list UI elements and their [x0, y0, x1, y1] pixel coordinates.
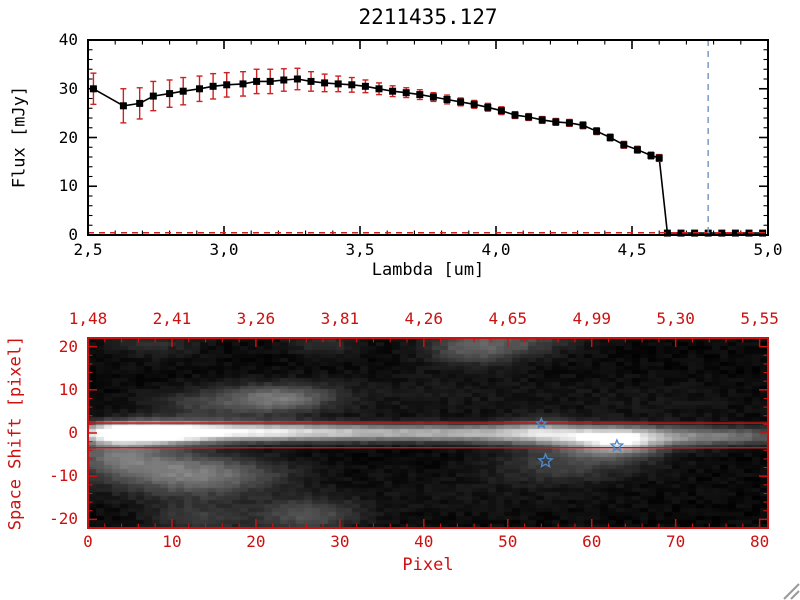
wavelength-axis-label: 5,55	[740, 309, 779, 328]
wavelength-axis-label: 4,65	[488, 309, 528, 328]
bottom-x-tick-label: 20	[246, 532, 266, 551]
top-y-tick-label: 10	[58, 176, 78, 196]
top-y-tick-label: 20	[58, 127, 78, 147]
top-y-tick-label: 40	[58, 30, 78, 49]
bottom-xaxis-label: Pixel	[402, 555, 454, 575]
spectral-image-heatmap	[88, 338, 768, 528]
bottom-y-tick-label: 0	[68, 423, 78, 442]
wavelength-axis-label: 3,81	[320, 309, 360, 328]
bottom-x-tick-label: 70	[666, 532, 686, 551]
top-plot-frame	[87, 39, 769, 236]
top-x-tick-label: 4,0	[481, 240, 511, 259]
flux-spectrum-plot	[87, 39, 769, 237]
top-x-tick-label: 5,0	[753, 240, 783, 259]
wavelength-axis-label: 4,99	[572, 309, 611, 328]
wavelength-axis-label: 4,26	[404, 309, 444, 328]
bottom-y-tick-label: -10	[49, 466, 78, 486]
bottom-x-tick-label: 30	[330, 532, 350, 551]
bottom-x-tick-label: 80	[749, 532, 770, 551]
bottom-y-tick-label: 20	[58, 336, 78, 356]
bottom-x-tick-label: 40	[414, 532, 434, 551]
top-xaxis-label: Lambda [um]	[371, 260, 485, 280]
top-x-tick-label: 3,5	[345, 240, 375, 259]
bottom-x-tick-label: 0	[83, 532, 93, 551]
bottom-plot-frame	[87, 337, 769, 529]
source-star-marker	[609, 438, 625, 453]
top-y-tick-label: 0	[68, 225, 78, 244]
bottom-y-tick-label: -20	[49, 509, 78, 529]
source-star-marker	[537, 452, 554, 469]
resize-grip[interactable]	[778, 578, 800, 600]
top-x-tick-label: 3,0	[209, 240, 239, 259]
bottom-x-tick-label: 10	[162, 532, 182, 551]
wavelength-axis-label: 2,41	[152, 309, 192, 328]
bottom-x-tick-label: 50	[498, 532, 518, 551]
wavelength-axis-label: 1,48	[68, 309, 108, 328]
bottom-yaxis-label: Space Shift [pixel]	[5, 335, 26, 531]
top-x-tick-label: 2,5	[73, 240, 103, 259]
bottom-x-tick-label: 60	[582, 532, 602, 551]
plot-title: 2211435.127	[358, 5, 498, 29]
top-yaxis-label: Flux [mJy]	[9, 85, 30, 189]
top-x-tick-label: 4,5	[617, 240, 647, 259]
wavelength-axis-label: 5,30	[656, 309, 695, 328]
spectral-image-overlay	[87, 337, 769, 529]
wavelength-axis-label: 3,26	[236, 309, 276, 328]
bottom-y-tick-label: 10	[58, 379, 78, 399]
top-y-tick-label: 30	[58, 78, 78, 98]
source-star-marker	[534, 416, 548, 429]
